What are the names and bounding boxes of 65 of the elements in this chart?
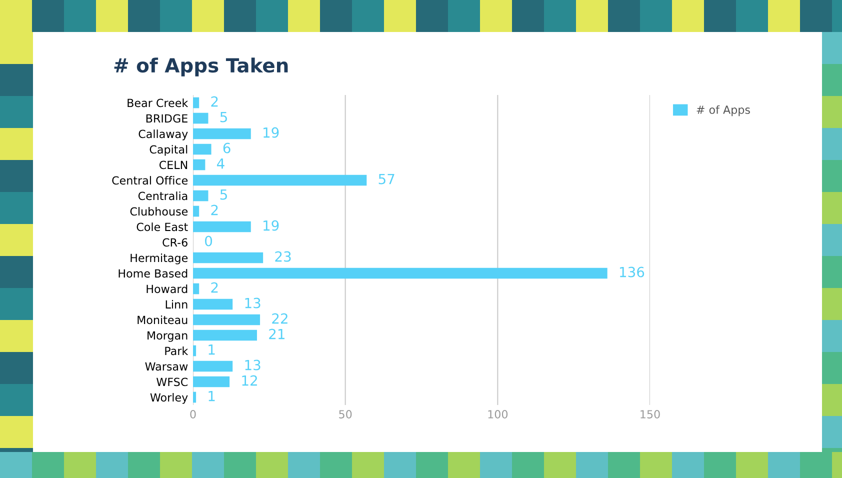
y-tick-label: CELN [159, 160, 188, 170]
y-tick-label: Centralia [138, 192, 188, 200]
y-tick-label: Bear Creek [128, 98, 188, 108]
y-tick-label: Park [165, 346, 188, 356]
y-tick-label: Linn [166, 300, 188, 308]
y-tick-label: Morgan [148, 331, 188, 342]
bar [193, 190, 208, 202]
bar [193, 314, 260, 326]
bar [193, 376, 230, 388]
data-label: 136 [620, 266, 644, 278]
y-tick-label: Cole East [136, 222, 188, 232]
data-label: 1 [208, 344, 215, 355]
bar [193, 174, 367, 186]
data-label: 19 [264, 127, 279, 138]
chart-title: # of Apps Taken [114, 58, 288, 76]
bar [193, 298, 233, 310]
data-label: 0 [205, 236, 212, 246]
y-tick-label: Capital [150, 145, 188, 156]
y-tick-label: Clubhouse [130, 207, 188, 216]
data-label: 2 [211, 282, 218, 293]
y-tick-label: Worley [150, 393, 188, 404]
y-tick-label: Moniteau [138, 316, 188, 324]
y-tick-label: BRIDGE [146, 114, 188, 123]
bar [193, 128, 251, 140]
y-tick-label: Home Based [118, 269, 188, 278]
x-tick-label: 50 [339, 410, 352, 418]
bar [193, 345, 196, 356]
data-label: 5 [220, 189, 227, 200]
x-tick-label: 150 [640, 410, 660, 418]
bar [193, 112, 208, 124]
bar [193, 283, 200, 294]
bar [193, 252, 264, 264]
data-label: 21 [269, 328, 284, 340]
data-label: 57 [378, 174, 394, 184]
bar [193, 268, 608, 279]
data-label: 2 [211, 204, 218, 216]
data-label: 2 [211, 96, 218, 107]
data-label: 1 [208, 390, 215, 402]
data-label: 19 [264, 220, 279, 231]
data-label: 22 [272, 313, 288, 324]
bar [193, 360, 233, 372]
bar [193, 97, 200, 108]
y-tick-label: Warsaw [145, 362, 188, 371]
bar [193, 144, 212, 155]
y-tick-label: Central Office [112, 176, 188, 185]
data-label: 13 [245, 298, 260, 308]
legend-label: # of Apps [696, 105, 750, 116]
y-tick-label: Hermitage [130, 254, 188, 264]
x-tick-label: 100 [488, 410, 508, 418]
data-label: 6 [223, 142, 230, 154]
bar [193, 159, 206, 170]
data-label: 12 [242, 375, 257, 386]
y-tick-label: WFSC [156, 378, 188, 386]
data-label: 5 [220, 112, 227, 122]
bar [193, 330, 257, 341]
x-tick-label: 0 [190, 410, 196, 418]
bar [193, 392, 196, 403]
data-label: 4 [216, 158, 224, 169]
data-label: 23 [275, 251, 291, 262]
bar [193, 221, 251, 232]
y-tick-label: Howard [146, 284, 188, 294]
bar [193, 206, 200, 217]
y-tick-label: Callaway [138, 130, 188, 140]
y-tick-label: CR-6 [162, 238, 188, 247]
data-label: 13 [245, 360, 260, 370]
